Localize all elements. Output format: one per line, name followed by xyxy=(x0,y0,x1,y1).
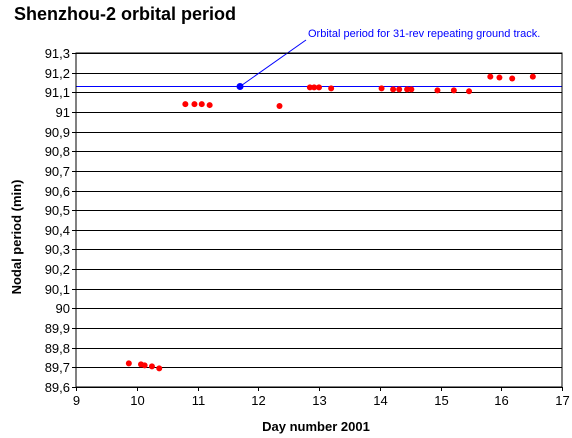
data-point-21 xyxy=(466,88,473,95)
x-tick-label: 15 xyxy=(434,393,448,408)
y-tick-label: 91,2 xyxy=(45,66,70,81)
x-tick-label: 16 xyxy=(494,393,508,408)
y-tick-label: 89,8 xyxy=(45,341,70,356)
data-point-4 xyxy=(156,365,163,372)
data-point-19 xyxy=(434,87,441,94)
y-tick-label: 90,1 xyxy=(45,282,70,297)
data-point-14 xyxy=(378,85,385,92)
y-axis: 89,6 89,7 89,8 89,9 90 90,1 90,2 90,3 90,4 90,5 90… xyxy=(45,46,76,395)
data-point-10 xyxy=(306,84,313,91)
data-point-7 xyxy=(198,101,205,108)
y-tick-label: 89,7 xyxy=(45,360,70,375)
data-point-13 xyxy=(328,85,335,92)
data-points xyxy=(125,73,536,372)
y-tick-label: 90,3 xyxy=(45,242,70,257)
gridlines xyxy=(76,53,562,388)
y-tick-label: 90,9 xyxy=(45,125,70,140)
data-point-5 xyxy=(182,101,189,108)
y-tick-label: 89,9 xyxy=(45,321,70,336)
y-tick-label: 91,3 xyxy=(45,46,70,61)
annotation-label: Orbital period for 31-rev repeating grou… xyxy=(308,28,540,40)
data-point-17 xyxy=(404,86,411,93)
plot-area-frame xyxy=(75,52,563,388)
x-axis-label: Day number 2001 xyxy=(262,419,370,434)
y-tick-label: 90,6 xyxy=(45,184,70,199)
x-tick-label: 12 xyxy=(251,393,265,408)
x-tick-label: 11 xyxy=(192,393,206,408)
data-point-2 xyxy=(141,362,148,369)
y-tick-label: 89,6 xyxy=(45,380,70,395)
x-tick-label: 10 xyxy=(130,393,144,408)
data-point-23 xyxy=(496,74,503,81)
x-tick-label: 14 xyxy=(373,393,387,408)
data-point-25 xyxy=(529,73,536,80)
data-point-16 xyxy=(396,86,403,93)
data-point-6 xyxy=(191,101,198,108)
x-tick-label: 13 xyxy=(312,393,326,408)
data-point-12 xyxy=(316,84,322,91)
reference-marker xyxy=(236,83,244,90)
y-tick-label: 90,5 xyxy=(45,203,70,218)
data-point-20 xyxy=(450,87,457,94)
y-axis-label: Nodal period (min) xyxy=(9,180,24,295)
data-point-9 xyxy=(276,103,283,110)
data-point-11 xyxy=(311,84,318,91)
data-point-3 xyxy=(148,363,155,370)
y-tick-label: 90,8 xyxy=(45,144,70,159)
y-tick-label: 91 xyxy=(56,105,70,120)
reference-line-group: Orbital period for 31-rev repeating grou… xyxy=(76,28,562,90)
data-point-0 xyxy=(125,360,132,367)
data-point-15 xyxy=(390,86,397,93)
data-point-8 xyxy=(206,102,213,109)
y-tick-label: 90 xyxy=(56,301,70,316)
x-tick-label: 17 xyxy=(555,393,569,408)
y-tick-label: 90,7 xyxy=(45,164,70,179)
y-tick-label: 90,4 xyxy=(45,223,70,238)
x-axis: 9 10 11 12 13 14 15 16 17 xyxy=(73,387,570,408)
chart-title: Shenzhou-2 orbital period xyxy=(14,4,236,24)
annotation-leader-line xyxy=(239,39,307,87)
data-point-18 xyxy=(408,86,415,93)
data-point-22 xyxy=(487,73,494,80)
y-tick-label: 90,2 xyxy=(45,262,70,277)
x-tick-label: 9 xyxy=(73,393,80,408)
data-point-24 xyxy=(509,75,516,82)
y-tick-label: 91,1 xyxy=(45,85,70,100)
